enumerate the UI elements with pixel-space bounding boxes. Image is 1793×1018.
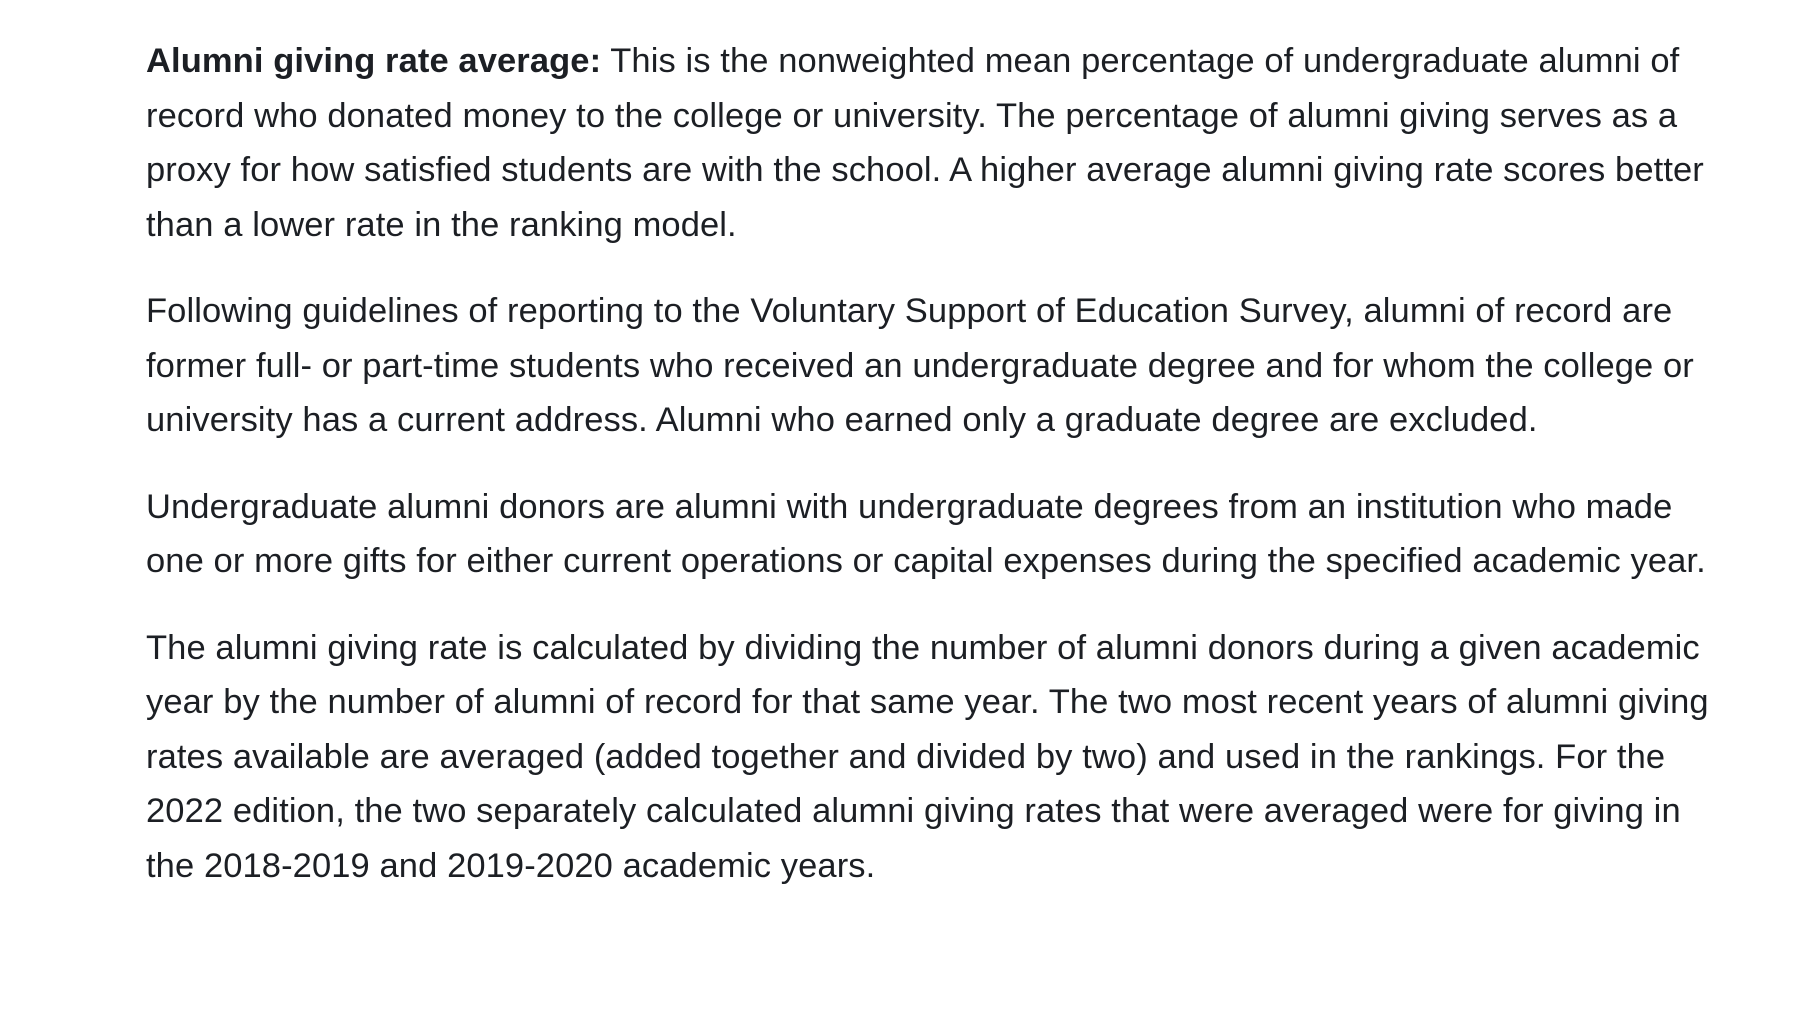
- paragraph-undergraduate-alumni-donors: Undergraduate alumni donors are alumni w…: [146, 487, 1706, 581]
- methodology-article: Alumni giving rate average: This is the …: [146, 34, 1716, 925]
- paragraph-alumni-giving-rate-definition: Alumni giving rate average: This is the …: [146, 34, 1716, 252]
- paragraph-alumni-of-record: Following guidelines of reporting to the…: [146, 292, 1694, 439]
- paragraph-calculation-method: The alumni giving rate is calculated by …: [146, 628, 1709, 885]
- definition-text: This is the nonweighted mean percentage …: [146, 42, 1704, 244]
- term-alumni-giving-rate-average: Alumni giving rate average:: [146, 42, 602, 80]
